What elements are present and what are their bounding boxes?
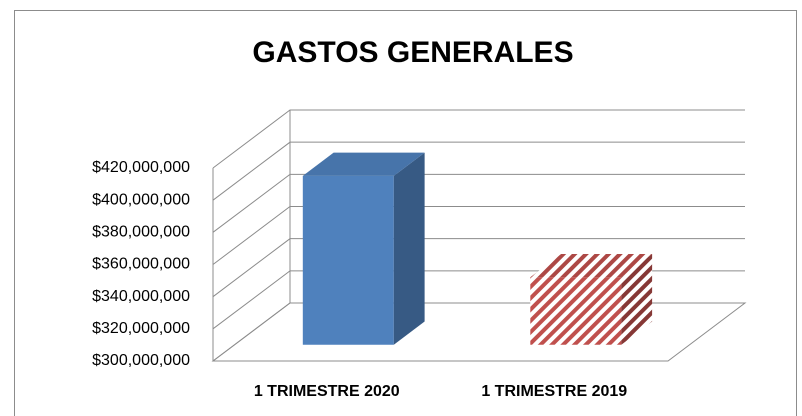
bar-top [302, 152, 425, 176]
bar-front [302, 175, 394, 345]
bar [302, 152, 425, 345]
y-tick-label: $300,000,000 [92, 352, 190, 369]
y-tick-label: $420,000,000 [92, 159, 190, 176]
grid-line [212, 238, 745, 298]
bar-side [621, 254, 653, 345]
y-tick-label: $380,000,000 [92, 224, 190, 241]
bar [530, 254, 653, 345]
grid-line [212, 206, 745, 265]
chart-title: GASTOS GENERALES [252, 36, 573, 69]
y-tick-label: $360,000,000 [92, 256, 190, 273]
bar-side [393, 152, 425, 345]
bar-top [530, 254, 653, 278]
grid-line [212, 109, 745, 169]
y-tick-label: $400,000,000 [92, 191, 190, 208]
x-tick-label: 1 TRIMESTRE 2020 [254, 383, 400, 400]
y-tick-label: $320,000,000 [92, 320, 190, 337]
grid-line [212, 173, 745, 233]
y-tick-label: $340,000,000 [92, 288, 190, 305]
grid-line [212, 141, 745, 201]
x-tick-label: 1 TRIMESTRE 2019 [481, 383, 627, 400]
bar-front [530, 277, 622, 345]
